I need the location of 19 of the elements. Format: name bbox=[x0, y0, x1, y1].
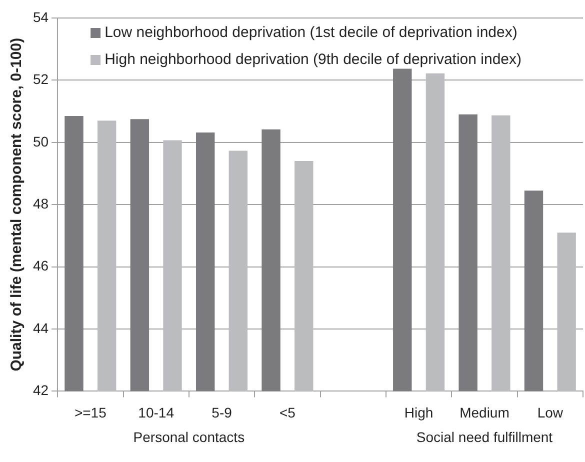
y-axis-title: Quality of life (mental component score, 0-100) bbox=[8, 38, 26, 372]
x-tick-label: <5 bbox=[279, 404, 296, 420]
x-tick-label: Low bbox=[537, 404, 564, 420]
legend-label: Low neighborhood deprivation (1st decile of deprivation index) bbox=[104, 24, 518, 42]
text: Social need fulfillment bbox=[416, 429, 553, 446]
y-tick-label: 52 bbox=[32, 71, 49, 88]
y-tick-label: 54 bbox=[32, 8, 49, 25]
y-tick-label: 50 bbox=[32, 133, 49, 150]
y-tick-label: 46 bbox=[32, 258, 49, 274]
x-tick-label: 10-14 bbox=[138, 404, 174, 420]
x-tick-label: Medium bbox=[460, 404, 510, 420]
y-tick-label: 48 bbox=[32, 195, 49, 212]
y-tick-label: 42 bbox=[32, 382, 49, 398]
legend-label: High neighborhood deprivation (9th decile of deprivation index) bbox=[104, 51, 522, 68]
x-tick-label: 5-9 bbox=[212, 404, 232, 420]
text: Personal contacts bbox=[133, 429, 245, 446]
x-tick-label: >=15 bbox=[74, 404, 107, 420]
x-tick-label: High bbox=[404, 404, 434, 420]
y-tick-label: 44 bbox=[32, 320, 49, 336]
